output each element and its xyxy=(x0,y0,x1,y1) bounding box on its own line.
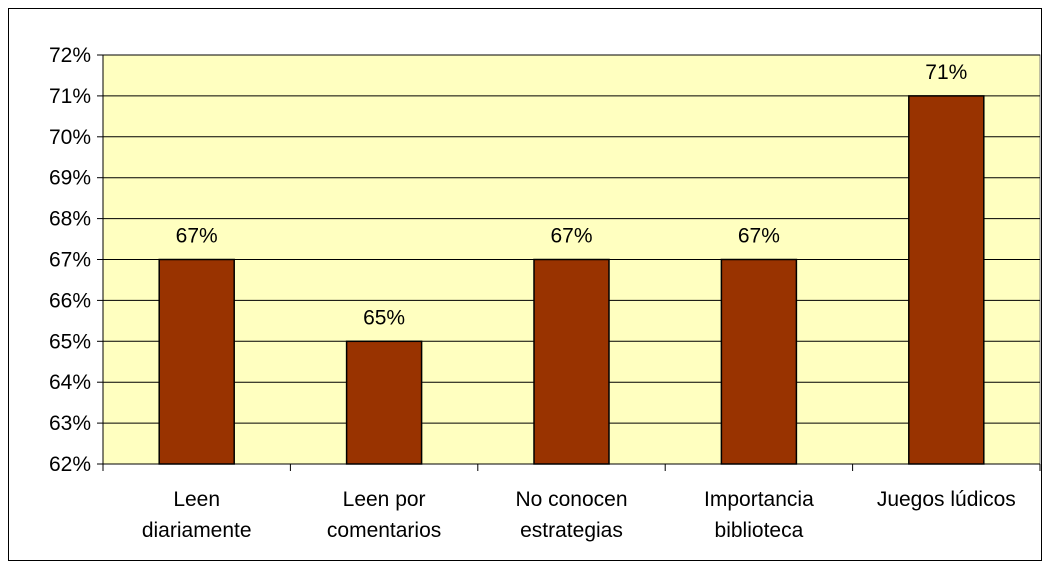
y-tick-label: 62% xyxy=(49,453,91,476)
bar xyxy=(345,340,423,465)
x-category-label: biblioteca xyxy=(715,519,804,542)
data-label: 67% xyxy=(550,225,592,248)
bar xyxy=(158,258,235,465)
data-label: 67% xyxy=(738,225,780,248)
x-category-label: Leen xyxy=(173,488,220,511)
data-label: 67% xyxy=(176,225,218,248)
y-tick-label: 68% xyxy=(49,208,91,231)
x-category-label: diariamente xyxy=(142,519,252,542)
y-tick-label: 63% xyxy=(49,412,91,435)
x-category-label: estrategias xyxy=(520,519,623,542)
y-tick-label: 65% xyxy=(49,330,91,353)
y-tick-label: 64% xyxy=(49,371,91,394)
x-category-label: Juegos lúdicos xyxy=(877,488,1016,511)
y-tick-label: 66% xyxy=(49,289,91,312)
data-label: 65% xyxy=(363,306,405,329)
data-label: 71% xyxy=(925,61,967,84)
y-tick-label: 71% xyxy=(49,85,91,108)
bar xyxy=(533,258,610,465)
bar xyxy=(908,95,985,465)
x-category-label: Importancia xyxy=(704,488,814,511)
x-category-label: Leen por xyxy=(343,488,426,511)
y-tick-label: 72% xyxy=(49,44,91,67)
y-tick-label: 70% xyxy=(49,126,91,149)
y-tick-label: 67% xyxy=(49,249,91,272)
x-category-label: comentarios xyxy=(327,519,441,542)
y-tick-label: 69% xyxy=(49,167,91,190)
bar xyxy=(720,258,798,465)
x-category-label: No conocen xyxy=(515,488,627,511)
